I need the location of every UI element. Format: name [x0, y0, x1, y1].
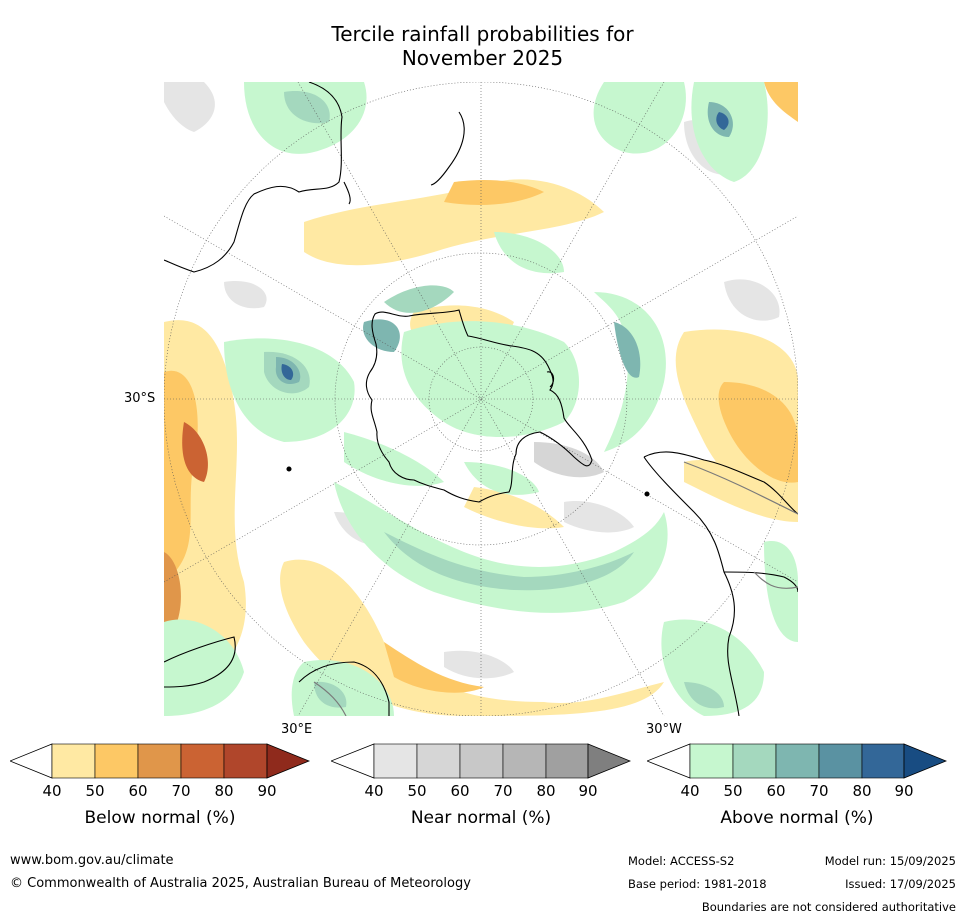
tick-below-60: 60 — [128, 782, 148, 800]
colorbar-near-swatch-5 — [545, 743, 589, 779]
colorbar-title-below: Below normal (%) — [84, 808, 236, 828]
lon-label-30w: 30°W — [646, 722, 682, 737]
colorbar-below-swatch-6 — [266, 743, 310, 779]
tercile-probability-map — [164, 82, 798, 716]
colorbar-above-swatch-5 — [861, 743, 905, 779]
tick-above-60: 60 — [766, 782, 786, 800]
tick-below-50: 50 — [85, 782, 105, 800]
colorbar-near-swatch-1 — [373, 743, 418, 779]
footer-website: www.bom.gov.au/climate — [10, 853, 174, 868]
tick-above-70: 70 — [809, 782, 829, 800]
tick-below-80: 80 — [214, 782, 234, 800]
footer-model: Model: ACCESS-S2 — [628, 854, 735, 868]
lat-label-30s: 30°S — [124, 391, 156, 406]
colorbar-title-near: Near normal (%) — [410, 808, 552, 828]
tick-above-80: 80 — [852, 782, 872, 800]
below-normal-areas — [164, 82, 798, 716]
colorbar-near-swatch-3 — [459, 743, 504, 779]
colorbar-below-swatches — [10, 743, 310, 779]
colorbar-above-swatches — [647, 743, 947, 779]
colorbar-near-swatch-6 — [587, 743, 631, 779]
tick-below-40: 40 — [42, 782, 62, 800]
tick-near-50: 50 — [407, 782, 427, 800]
colorbar-near-swatch-4 — [502, 743, 547, 779]
colorbar-title-above: Above normal (%) — [720, 808, 874, 828]
colorbar-above-swatch-4 — [818, 743, 863, 779]
above-normal-areas — [164, 82, 798, 716]
footer-disclaimer: Boundaries are not considered authoritat… — [701, 900, 956, 914]
footer-base-period: Base period: 1981-2018 — [628, 877, 767, 891]
tick-near-90: 90 — [578, 782, 598, 800]
colorbar-below-normal — [10, 743, 310, 779]
probability-patches — [164, 82, 798, 716]
colorbar-below-swatch-4 — [180, 743, 225, 779]
colorbar-above-swatch-2 — [732, 743, 777, 779]
footer-model-run: Model run: 15/09/2025 — [824, 854, 956, 868]
tick-near-80: 80 — [536, 782, 556, 800]
footer-copyright: © Commonwealth of Australia 2025, Austra… — [10, 876, 471, 891]
boundaries — [313, 461, 798, 716]
tick-near-70: 70 — [493, 782, 513, 800]
lon-label-30e: 30°E — [281, 722, 313, 737]
tick-below-90: 90 — [257, 782, 277, 800]
colorbar-near-normal — [331, 743, 631, 779]
footer-issued: Issued: 17/09/2025 — [845, 877, 956, 891]
colorbar-above-swatch-6 — [903, 743, 947, 779]
tick-near-60: 60 — [450, 782, 470, 800]
colorbar-above-normal — [647, 743, 947, 779]
colorbar-near-swatch-2 — [416, 743, 461, 779]
tick-below-70: 70 — [171, 782, 191, 800]
colorbar-below-swatch-1 — [51, 743, 96, 779]
colorbar-above-swatch-3 — [775, 743, 820, 779]
colorbar-below-swatch-3 — [137, 743, 182, 779]
tick-above-50: 50 — [723, 782, 743, 800]
colorbar-above-swatch-1 — [689, 743, 734, 779]
colorbar-below-swatch-5 — [223, 743, 268, 779]
tick-above-90: 90 — [894, 782, 914, 800]
colorbar-near-swatches — [331, 743, 631, 779]
tick-above-40: 40 — [680, 782, 700, 800]
colorbar-below-swatch-2 — [94, 743, 139, 779]
map-title-line1: Tercile rainfall probabilities for — [331, 22, 634, 46]
map-title-line2: November 2025 — [401, 46, 564, 70]
graticule — [164, 82, 798, 716]
tick-near-40: 40 — [364, 782, 384, 800]
